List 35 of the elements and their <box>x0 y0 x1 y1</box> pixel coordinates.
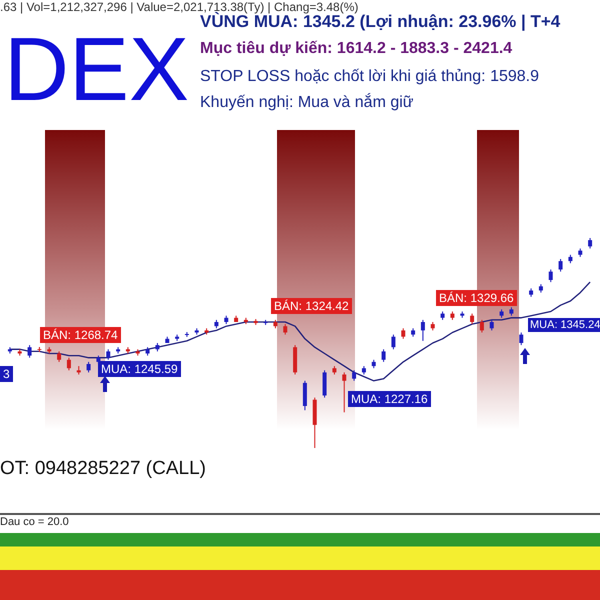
candlestick <box>391 334 396 350</box>
candlestick <box>519 332 524 346</box>
text: Mục tiêu dự kiến: 1614.2 - 1883.3 - 2421.4 <box>200 40 512 58</box>
candlestick <box>28 344 32 358</box>
candlestick <box>401 328 406 340</box>
text: STOP LOSS hoặc chốt lời khi giá thủng: 1598.9 <box>200 68 539 86</box>
candlestick <box>302 380 307 411</box>
candlestick <box>558 258 563 272</box>
candlestick <box>342 372 346 413</box>
text: VÙNG MUA: 1345.2 (Lợi nhuận: 23.96% | T+4 <box>200 12 560 32</box>
chart-subtitle: .63 | Vol=1,212,327,296 | Value=2,021,713.38(Ty) | Chang=3.48(%) <box>0 0 358 14</box>
annotation: BÁN: 1329.66 <box>436 290 517 306</box>
annotation: BÁN: 1268.74 <box>40 327 121 343</box>
annotation: MUA: 1245.59 <box>98 361 181 377</box>
candlestick <box>420 319 425 342</box>
candlestick <box>352 370 356 382</box>
candlestick <box>548 269 553 283</box>
annotation: BÁN: 1324.42 <box>271 298 352 314</box>
annotation: MUA: 1227.16 <box>348 391 431 407</box>
candlestick <box>588 238 592 249</box>
candlestick <box>283 324 288 336</box>
candlestick <box>490 319 494 331</box>
candlestick <box>470 313 474 325</box>
candlestick <box>322 370 327 398</box>
candlestick <box>66 357 71 371</box>
candlestick <box>382 348 386 362</box>
candlestick <box>480 319 484 333</box>
text: OT: 0948285227 (CALL) <box>0 458 206 480</box>
text: Dau co = 20.0 <box>0 516 69 528</box>
candlestick <box>86 361 91 373</box>
chart-title: DEX <box>4 20 190 120</box>
annotation: 3 <box>0 366 13 382</box>
annotation: MUA: 1345.24 <box>528 318 600 332</box>
candlestick <box>57 350 62 362</box>
text: Khuyến nghị: Mua và nắm giữ <box>200 94 414 112</box>
